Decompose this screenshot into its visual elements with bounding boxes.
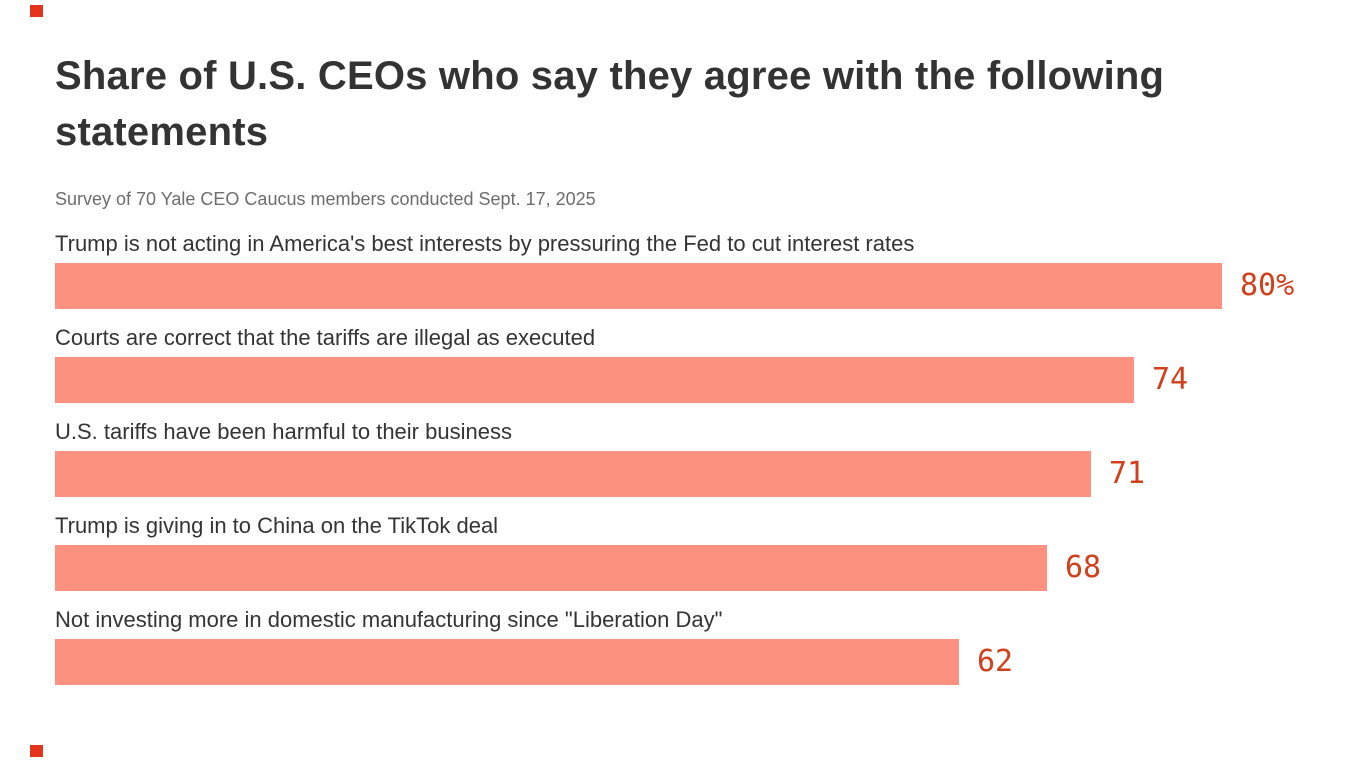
bar-rows: Trump is not acting in America's best in… bbox=[55, 229, 1325, 685]
bar bbox=[55, 639, 959, 685]
bar-value: 74 bbox=[1152, 362, 1189, 397]
bar bbox=[55, 263, 1222, 309]
bar-row: Trump is not acting in America's best in… bbox=[55, 229, 1325, 309]
bar-value: 80% bbox=[1240, 268, 1295, 303]
bar-category-label: Trump is not acting in America's best in… bbox=[55, 231, 915, 256]
bar-line: 62 bbox=[55, 639, 1222, 685]
bar-category-label: Not investing more in domestic manufactu… bbox=[55, 607, 723, 632]
bar-category-label: Courts are correct that the tariffs are … bbox=[55, 325, 596, 350]
bar-line: 68 bbox=[55, 545, 1222, 591]
bar-row: Not investing more in domestic manufactu… bbox=[55, 605, 1325, 685]
brand-corner-mark-top bbox=[30, 5, 43, 17]
bar-row: Courts are correct that the tariffs are … bbox=[55, 323, 1325, 403]
bar-row: Trump is giving in to China on the TikTo… bbox=[55, 511, 1325, 591]
bar bbox=[55, 357, 1134, 403]
bar-value: 71 bbox=[1109, 456, 1146, 491]
brand-corner-mark-bottom bbox=[30, 745, 43, 757]
bar bbox=[55, 545, 1047, 591]
chart-content: Share of U.S. CEOs who say they agree wi… bbox=[55, 48, 1325, 699]
bar-category-label: U.S. tariffs have been harmful to their … bbox=[55, 419, 512, 444]
bar bbox=[55, 451, 1091, 497]
bar-row: U.S. tariffs have been harmful to their … bbox=[55, 417, 1325, 497]
bar-line: 74 bbox=[55, 357, 1222, 403]
bar-value: 62 bbox=[977, 644, 1014, 679]
chart-title: Share of U.S. CEOs who say they agree wi… bbox=[55, 54, 1165, 154]
chart-subtitle: Survey of 70 Yale CEO Caucus members con… bbox=[55, 189, 596, 209]
bar-line: 71 bbox=[55, 451, 1222, 497]
bar-value: 68 bbox=[1065, 550, 1102, 585]
bar-category-label: Trump is giving in to China on the TikTo… bbox=[55, 513, 499, 538]
bar-line: 80% bbox=[55, 263, 1294, 309]
